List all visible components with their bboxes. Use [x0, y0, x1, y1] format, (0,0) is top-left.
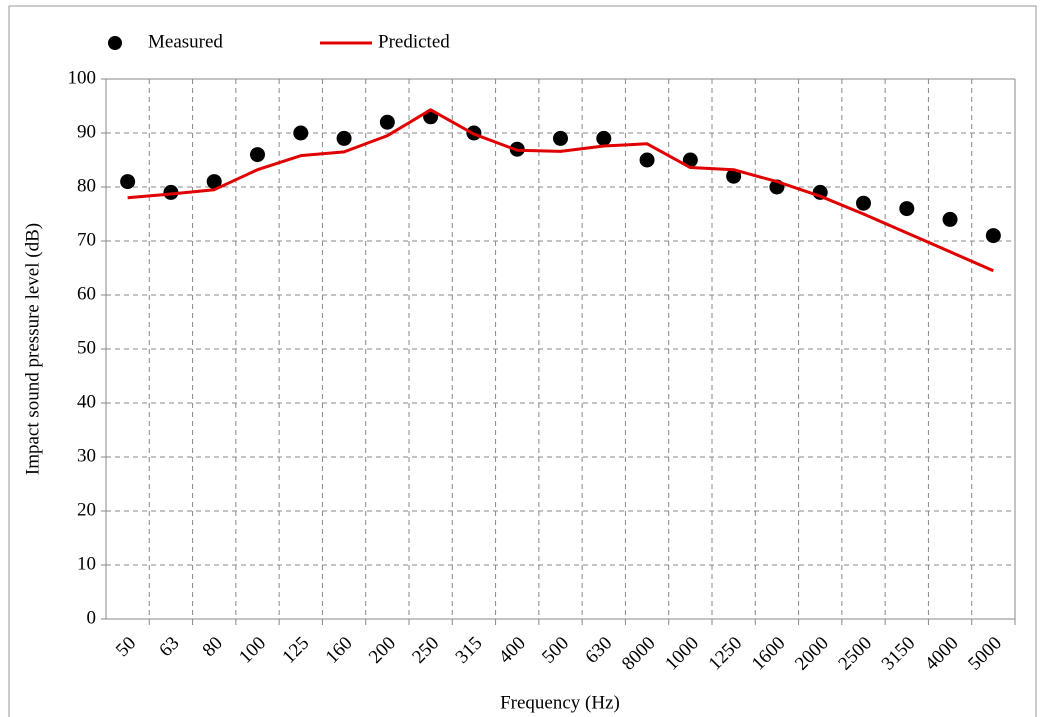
y-tick-label: 90: [77, 121, 96, 142]
measured-point: [942, 211, 958, 227]
x-tick-label: 3150: [878, 633, 920, 675]
x-tick-label: 100: [235, 633, 270, 668]
y-axis-title: Impact sound pressure level (dB): [22, 223, 43, 475]
measured-point: [985, 228, 1001, 244]
y-tick-label: 60: [77, 283, 96, 304]
x-axis-title: Frequency (Hz): [500, 692, 620, 713]
x-tick-label: 1250: [705, 633, 747, 675]
x-tick-label: 2500: [834, 633, 876, 675]
x-tick-label: 500: [538, 633, 573, 668]
x-tick-label: 63: [155, 633, 183, 661]
x-tick-label: 160: [322, 633, 357, 668]
y-tick-label: 40: [77, 391, 96, 412]
x-tick-label: 8000: [618, 633, 660, 675]
x-tick-label: 250: [408, 633, 443, 668]
measured-point: [639, 152, 655, 168]
x-tick-label: 1600: [748, 633, 790, 675]
legend-marker: [108, 36, 122, 50]
x-tick-label: 4000: [921, 633, 963, 675]
legend-label: Measured: [148, 31, 223, 52]
chart-frame: [8, 5, 1037, 717]
predicted-line: [127, 108, 994, 273]
measured-point: [726, 168, 742, 184]
y-tick-label: 50: [77, 337, 96, 358]
x-tick-label: 50: [112, 633, 140, 661]
y-tick-label: 100: [68, 67, 97, 88]
legend-label: Predicted: [378, 31, 450, 52]
measured-point: [120, 174, 136, 190]
measured-point: [596, 130, 612, 146]
x-tick-label: 315: [452, 633, 487, 668]
measured-point: [856, 195, 871, 211]
measured-point: [682, 152, 698, 168]
y-tick-label: 70: [77, 229, 96, 250]
x-tick-label: 400: [495, 633, 530, 668]
measured-point: [293, 125, 309, 141]
x-tick-label: 200: [365, 633, 400, 668]
y-tick-label: 80: [77, 175, 96, 196]
y-tick-label: 30: [77, 445, 96, 466]
measured-point: [163, 184, 179, 200]
x-tick-label: 2000: [791, 633, 833, 675]
measured-point: [379, 114, 395, 130]
x-tick-label: 5000: [964, 633, 1006, 675]
measured-point: [899, 201, 915, 217]
y-tick-label: 10: [77, 553, 96, 574]
measured-point: [336, 130, 352, 146]
x-tick-label: 630: [581, 633, 616, 668]
x-tick-label: 1000: [661, 633, 703, 675]
x-tick-label: 80: [199, 633, 227, 661]
measured-point: [250, 147, 265, 163]
measured-point: [206, 174, 222, 190]
y-tick-label: 20: [77, 499, 96, 520]
measured-point: [553, 130, 568, 146]
y-tick-label: 0: [87, 607, 97, 628]
x-tick-label: 125: [278, 633, 313, 668]
